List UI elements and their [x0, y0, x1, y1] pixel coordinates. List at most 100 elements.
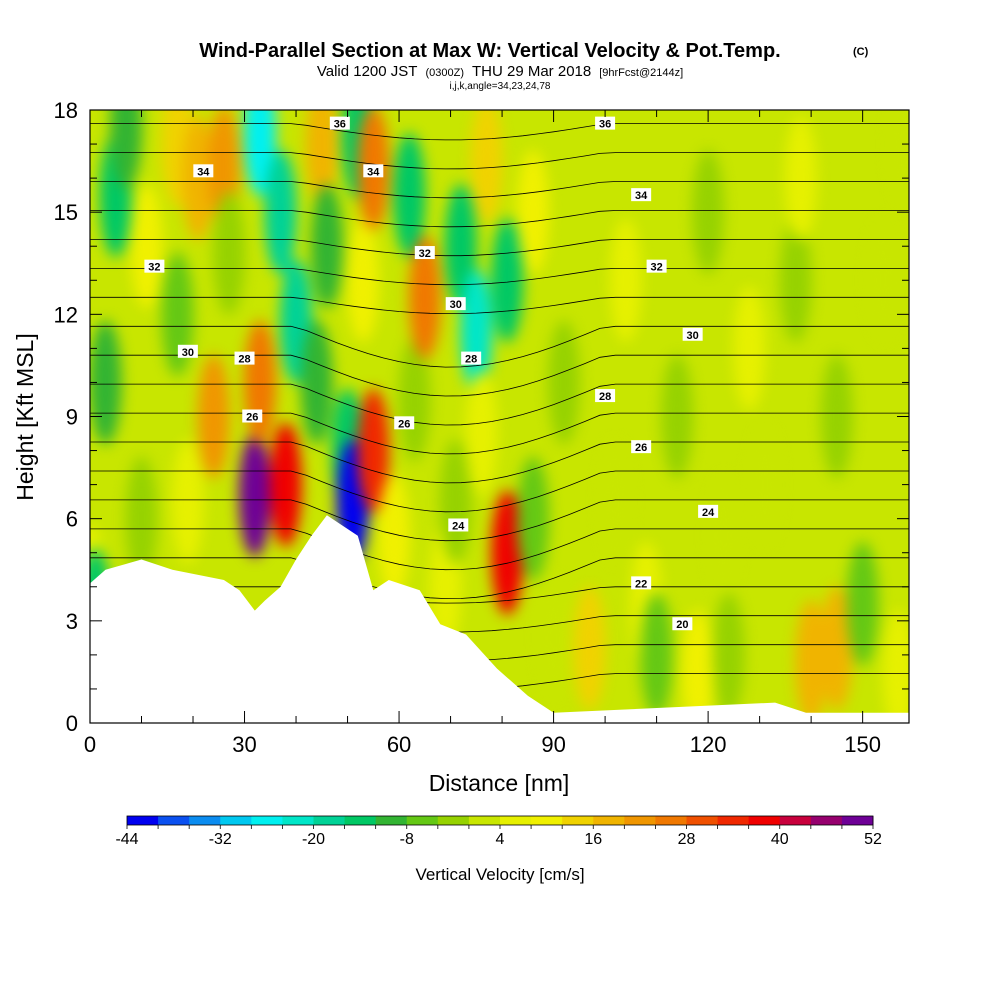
colorbar-swatch [251, 816, 283, 825]
contour-label-text: 34 [197, 166, 210, 178]
field-cell [197, 354, 230, 479]
x-tick-label: 30 [232, 732, 256, 757]
contour-line [90, 354, 909, 397]
field-cell [347, 218, 379, 343]
field-cell [439, 439, 472, 564]
field-cell [243, 320, 276, 445]
contour-label-text: 30 [450, 299, 462, 311]
y-tick-label: 18 [54, 98, 78, 123]
contour-label-text: 26 [398, 418, 410, 430]
contour-label: 24 [448, 518, 469, 532]
contour-label-text: 28 [238, 354, 250, 366]
contour-label-box [414, 246, 435, 260]
contour-label: 28 [461, 351, 482, 366]
colorbar-swatch [624, 816, 656, 825]
field-cell [887, 110, 909, 207]
contour-label-box [631, 576, 652, 590]
contour-label: 24 [698, 504, 719, 519]
contour-label-text: 34 [635, 190, 648, 202]
contour-label-box [672, 617, 693, 631]
field-cell [310, 184, 343, 309]
contour-label: 28 [595, 389, 616, 403]
contour-label-box [177, 344, 198, 358]
contour-label-text: 32 [148, 262, 160, 274]
colorbar-tick-label: 28 [678, 831, 696, 848]
x-tick-label: 90 [541, 732, 565, 757]
field-cell [681, 609, 714, 723]
contour-label-text: 26 [246, 412, 258, 424]
colorbar-swatch [717, 816, 750, 825]
y-tick-label: 6 [66, 507, 78, 532]
contour-label-box [329, 116, 350, 130]
contour-label-box [631, 440, 652, 454]
chart-subtitle: Valid 1200 JST (0300Z) THU 29 Mar 2018 [… [317, 63, 683, 80]
x-tick-label: 150 [844, 732, 881, 757]
contour-label-text: 28 [599, 391, 611, 403]
field-cell [846, 541, 879, 666]
field-cell [692, 150, 725, 275]
y-tick-label: 15 [54, 200, 78, 225]
field-cell [609, 218, 642, 343]
field-cell [516, 456, 549, 581]
colorbar-tick-label: 4 [496, 831, 505, 848]
colorbar-swatch [531, 816, 563, 825]
y-tick-label: 12 [54, 302, 78, 327]
field-cell [377, 473, 410, 598]
colorbar-swatch [313, 816, 346, 825]
contour-label: 20 [672, 617, 693, 631]
y-axis-title: Height [Kft MSL] [12, 333, 38, 500]
field-cell [171, 439, 204, 564]
field-cell [357, 388, 390, 513]
field-cell [491, 490, 524, 615]
contour-label-text: 32 [650, 262, 662, 274]
colorbar-swatch [127, 816, 159, 825]
contour-label-box [595, 116, 616, 130]
field-cell [573, 586, 606, 711]
colorbar-tick-label: -44 [115, 831, 138, 848]
contour-label-text: 20 [676, 619, 688, 631]
colorbar-title: Vertical Velocity [cm/s] [415, 865, 584, 884]
contour-label: 32 [144, 259, 165, 274]
colorbar-swatch [686, 816, 719, 825]
contour-label-box [448, 518, 469, 532]
contour-label: 26 [631, 440, 652, 454]
contour-label-box [234, 351, 255, 365]
colorbar-tick-label: 40 [771, 831, 789, 848]
field-cell [465, 371, 498, 496]
contour-label-box [461, 351, 482, 365]
chart-title: Wind-Parallel Section at Max W: Vertical… [199, 40, 780, 62]
field-cell [460, 269, 493, 394]
contour-label-text: 26 [635, 442, 647, 454]
contour-label-text: 22 [635, 578, 647, 590]
colorbar [126, 815, 874, 829]
contour-label: 30 [445, 297, 466, 311]
colorbar-swatch [748, 816, 781, 825]
contour-line [90, 499, 909, 542]
colorbar-tick-label: 16 [584, 831, 602, 848]
colorbar-tick-label: -32 [209, 831, 232, 848]
contour-line [90, 210, 909, 228]
field-cell [264, 150, 297, 275]
contour-line [90, 123, 909, 141]
contour-label-box [595, 389, 616, 403]
field-cell [269, 422, 302, 547]
contour-line [90, 268, 909, 286]
contour-label: 36 [329, 116, 350, 131]
field-cell [213, 191, 246, 316]
x-axis: 0 30 60 90 120 150 [84, 110, 881, 757]
subtitle-valid: Valid 1200 JST [317, 63, 418, 80]
contour-line [90, 412, 909, 455]
contour-line [90, 528, 909, 571]
field-cell [300, 320, 333, 445]
field-cell [712, 592, 745, 717]
colorbar-swatch [344, 816, 377, 825]
contour-label-text: 24 [452, 520, 465, 532]
colorbar-swatch [375, 816, 408, 825]
field-cell [125, 456, 158, 581]
contour-label-box [682, 327, 703, 341]
contour-label-box [646, 259, 667, 273]
field-cell [398, 337, 431, 462]
contour-line [90, 557, 909, 600]
colorbar-swatch [158, 816, 190, 825]
